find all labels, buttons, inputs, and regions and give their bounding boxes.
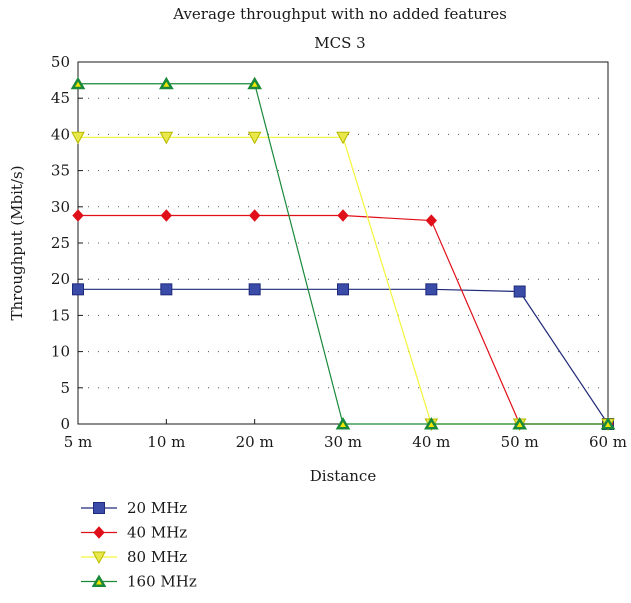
series-line-40-mhz	[78, 214, 608, 425]
y-tick-label: 15	[51, 306, 70, 324]
data-point-40-mhz	[248, 209, 261, 222]
y-tick-label: 25	[51, 234, 70, 252]
legend-marker	[93, 502, 105, 514]
data-point-20-mhz	[72, 283, 84, 296]
y-tick-label: 0	[60, 415, 70, 433]
series-line-80-mhz	[78, 136, 608, 425]
data-point-160-mhz	[512, 417, 528, 430]
series-40-mhz	[72, 209, 614, 431]
y-tick-label: 35	[51, 162, 70, 180]
legend-marker	[91, 574, 107, 587]
y-tick-label: 40	[51, 125, 70, 143]
data-point-40-mhz	[72, 209, 84, 222]
data-point-160-mhz	[335, 417, 351, 430]
legend-item-20-mhz: 20 MHz	[81, 499, 187, 517]
legend-item-160-mhz: 160 MHz	[81, 573, 197, 591]
data-point-160-mhz	[600, 417, 616, 430]
data-point-40-mhz	[425, 214, 438, 227]
series-160-mhz	[70, 76, 616, 430]
series-20-mhz	[72, 283, 614, 430]
chart-title: Average throughput with no added feature…	[172, 5, 507, 23]
data-point-80-mhz	[71, 131, 85, 145]
y-tick-label: 10	[51, 343, 70, 361]
legend-item-80-mhz: 80 MHz	[81, 548, 187, 566]
legend: 20 MHz 40 MHz 80 MHz 160 MHz	[81, 499, 197, 591]
data-point-160-mhz	[247, 76, 263, 90]
data-point-20-mhz	[337, 283, 349, 296]
data-point-80-mhz	[159, 131, 174, 145]
data-point-20-mhz	[425, 283, 438, 296]
data-point-160-mhz	[158, 76, 174, 90]
data-point-20-mhz	[248, 283, 261, 296]
y-tick-label: 50	[51, 53, 70, 71]
x-tick-label: 30 m	[324, 433, 362, 451]
y-tick-label: 5	[60, 379, 70, 397]
y-tick-label: 30	[51, 198, 70, 216]
x-tick-label: 60 m	[589, 433, 627, 451]
y-tick-label: 45	[51, 89, 70, 107]
x-tick-label: 5 m	[64, 433, 93, 451]
data-point-80-mhz	[247, 131, 262, 145]
data-point-160-mhz	[423, 417, 439, 430]
series-80-mhz	[71, 131, 615, 432]
data-point-40-mhz	[160, 209, 173, 222]
legend-item-40-mhz: 40 MHz	[81, 524, 187, 542]
data-point-20-mhz	[160, 283, 173, 296]
data-point-20-mhz	[513, 285, 526, 298]
legend-label: 40 MHz	[127, 524, 187, 542]
y-axis-ticks: 0 5 10 15 20 25 30 35 40 45 50	[51, 53, 83, 433]
series-lines	[70, 76, 616, 432]
x-tick-label: 20 m	[236, 433, 274, 451]
y-axis-label: Throughput (Mbit/s)	[8, 165, 26, 320]
data-point-80-mhz	[336, 131, 350, 145]
legend-label: 20 MHz	[127, 499, 187, 517]
legend-label: 80 MHz	[127, 548, 187, 566]
x-axis-label: Distance	[310, 467, 377, 485]
chart-subtitle: MCS 3	[314, 34, 365, 52]
data-point-160-mhz	[70, 76, 86, 90]
x-tick-label: 10 m	[147, 433, 185, 451]
legend-marker	[92, 551, 106, 565]
series-line-20-mhz	[78, 288, 609, 425]
data-point-40-mhz	[337, 209, 349, 222]
x-tick-label: 40 m	[412, 433, 450, 451]
x-axis-ticks: 5 m 10 m 20 m 30 m 40 m 50 m 60 m	[64, 419, 627, 451]
x-tick-label: 50 m	[501, 433, 539, 451]
legend-marker	[93, 526, 105, 539]
y-tick-label: 20	[51, 270, 70, 288]
legend-label: 160 MHz	[127, 573, 197, 591]
